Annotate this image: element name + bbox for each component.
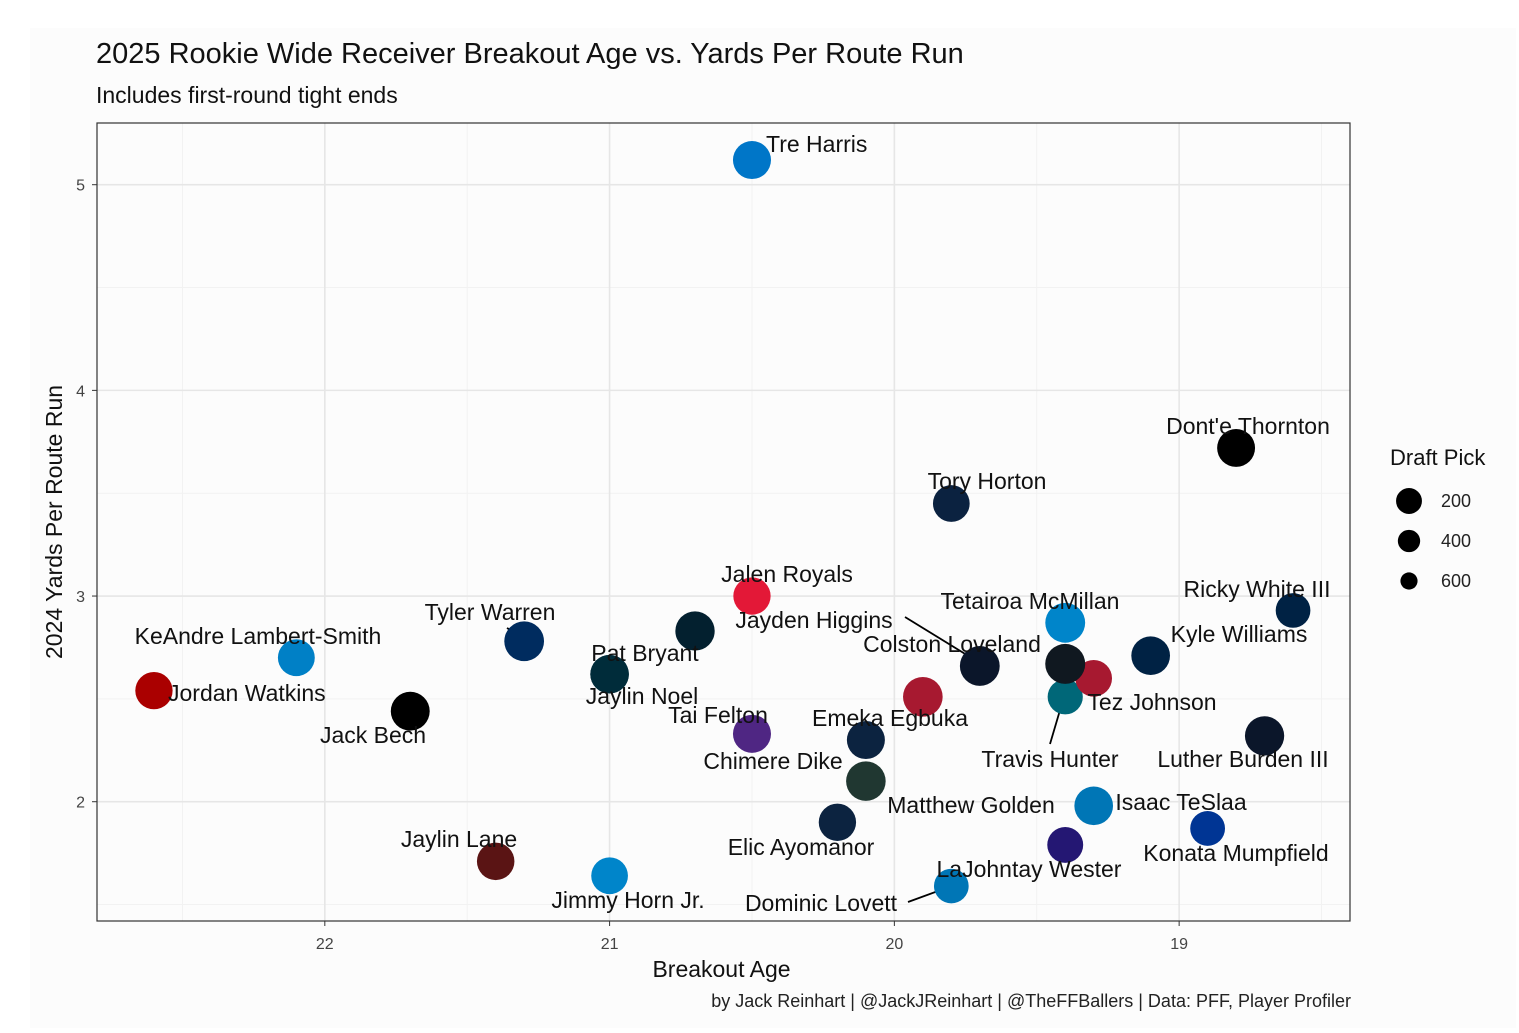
y-tick-label: 4 <box>76 383 85 400</box>
y-axis-ticks: 2 3 4 5 <box>76 178 97 812</box>
x-tick-label: 21 <box>601 936 619 953</box>
point-konata-mumpfield <box>1190 811 1226 846</box>
point-jack-bech <box>390 691 430 731</box>
label-jordan-watkins: Jordan Watkins <box>168 680 326 706</box>
major-grid <box>97 123 1350 921</box>
point-lajohntay-wester <box>1047 826 1084 863</box>
x-axis-ticks: 22 21 20 19 <box>316 921 1188 953</box>
y-tick-label: 3 <box>76 589 85 606</box>
point-tory-horton <box>932 485 970 522</box>
point-tyler-warren <box>504 621 545 662</box>
point-dominic-lovett <box>933 868 969 904</box>
label-matthew-golden: Matthew Golden <box>887 792 1054 818</box>
point-colston-loveland <box>959 646 1000 686</box>
point-tetairoa-mcmillan <box>1045 602 1086 643</box>
legend-title: Draft Pick <box>1390 445 1486 470</box>
label-dont-e-thornton: Dont'e Thornton <box>1166 413 1330 439</box>
label-luther-burden-iii: Luther Burden III <box>1157 746 1328 772</box>
legend-label-200: 200 <box>1441 491 1471 511</box>
point-elic-ayomanor <box>818 803 857 841</box>
label-tai-felton: Tai Felton <box>668 702 768 728</box>
point-pat-bryant <box>590 654 629 694</box>
label-tetairoa-mcmillan: Tetairoa McMillan <box>941 588 1120 614</box>
y-tick-label: 5 <box>76 178 85 195</box>
label-jimmy-horn-jr: Jimmy Horn Jr. <box>551 887 704 913</box>
label-keandre-lambert-smith: KeAndre Lambert-Smith <box>135 623 382 649</box>
point-jayden-higgins <box>675 611 715 651</box>
label-emeka-egbuka: Emeka Egbuka <box>812 705 968 731</box>
point-jaylin-lane <box>476 842 515 881</box>
legend-key-200 <box>1396 488 1422 514</box>
chart-card <box>30 28 1516 1028</box>
minor-grid <box>97 123 1350 921</box>
label-kyle-williams: Kyle Williams <box>1171 621 1308 647</box>
legend-label-400: 400 <box>1441 531 1471 551</box>
point-emeka-egbuka <box>903 676 943 717</box>
label-chimere-dike: Chimere Dike <box>703 748 842 774</box>
data-points <box>135 141 1311 904</box>
point-jalen-royals <box>733 577 771 615</box>
point-chimere-dike <box>846 721 885 760</box>
point-kyle-williams <box>1131 636 1171 676</box>
chart-subtitle: Includes first-round tight ends <box>96 82 398 108</box>
label-jalen-royals: Jalen Royals <box>721 561 853 587</box>
legend-key-600 <box>1400 572 1418 590</box>
label-tory-horton: Tory Horton <box>928 468 1047 494</box>
point-matthew-golden <box>846 761 886 801</box>
label-tre-harris: Tre Harris <box>766 131 867 157</box>
size-legend: Draft Pick 200 400 600 <box>1390 445 1486 591</box>
x-axis-title: Breakout Age <box>652 956 790 982</box>
x-tick-label: 20 <box>885 936 903 953</box>
label-travis-hunter: Travis Hunter <box>981 746 1119 772</box>
point-jordan-watkins <box>135 672 173 710</box>
point-isaac-teslaa <box>1074 786 1114 826</box>
label-jack-bech: Jack Bech <box>320 722 426 748</box>
y-tick-label: 2 <box>76 795 85 812</box>
label-elic-ayomanor: Elic Ayomanor <box>728 834 875 860</box>
point-dont-e-thornton <box>1217 429 1256 467</box>
point-ricky-white-iii <box>1275 593 1311 628</box>
point-luther-burden-iii <box>1244 716 1285 756</box>
point-keandre-lambert-smith <box>277 639 315 677</box>
label-pat-bryant: Pat Bryant <box>591 640 699 666</box>
label-jaylin-lane: Jaylin Lane <box>401 826 517 852</box>
legend-label-600: 600 <box>1441 571 1471 591</box>
x-tick-label: 19 <box>1170 936 1188 953</box>
label-ricky-white-iii: Ricky White III <box>1184 576 1331 602</box>
x-tick-label: 22 <box>316 936 334 953</box>
label-dominic-lovett: Dominic Lovett <box>745 890 898 916</box>
label-jayden-higgins: Jayden Higgins <box>735 607 892 633</box>
y-axis-title: 2024 Yards Per Route Run <box>41 385 67 659</box>
chart-caption: by Jack Reinhart | @JackJReinhart | @The… <box>711 991 1351 1011</box>
label-colston-loveland: Colston Loveland <box>863 631 1041 657</box>
point-jimmy-horn-jr <box>591 857 628 895</box>
label-tyler-warren: Tyler Warren <box>425 599 556 625</box>
point-tez-johnson <box>1047 679 1083 715</box>
leader-line <box>904 616 976 661</box>
label-lajohntay-wester: LaJohntay Wester <box>937 856 1122 882</box>
label-isaac-teslaa: Isaac TeSlaa <box>1115 789 1246 815</box>
chart-title: 2025 Rookie Wide Receiver Breakout Age v… <box>96 38 964 70</box>
point-tai-felton <box>732 714 771 753</box>
point-labels: Tre Harris Dont'e Thornton Tory Horton Jale… <box>135 131 1331 916</box>
label-konata-mumpfield: Konata Mumpfield <box>1143 840 1328 866</box>
point-tre-harris <box>732 141 771 180</box>
label-tez-johnson: Tez Johnson <box>1087 689 1216 715</box>
point-travis-hunter <box>1045 643 1086 684</box>
point-unlabeled <box>1075 659 1113 697</box>
plot-panel-border <box>96 122 1351 922</box>
label-jaylin-noel: Jaylin Noel <box>586 683 699 709</box>
legend-key-400 <box>1397 529 1421 553</box>
